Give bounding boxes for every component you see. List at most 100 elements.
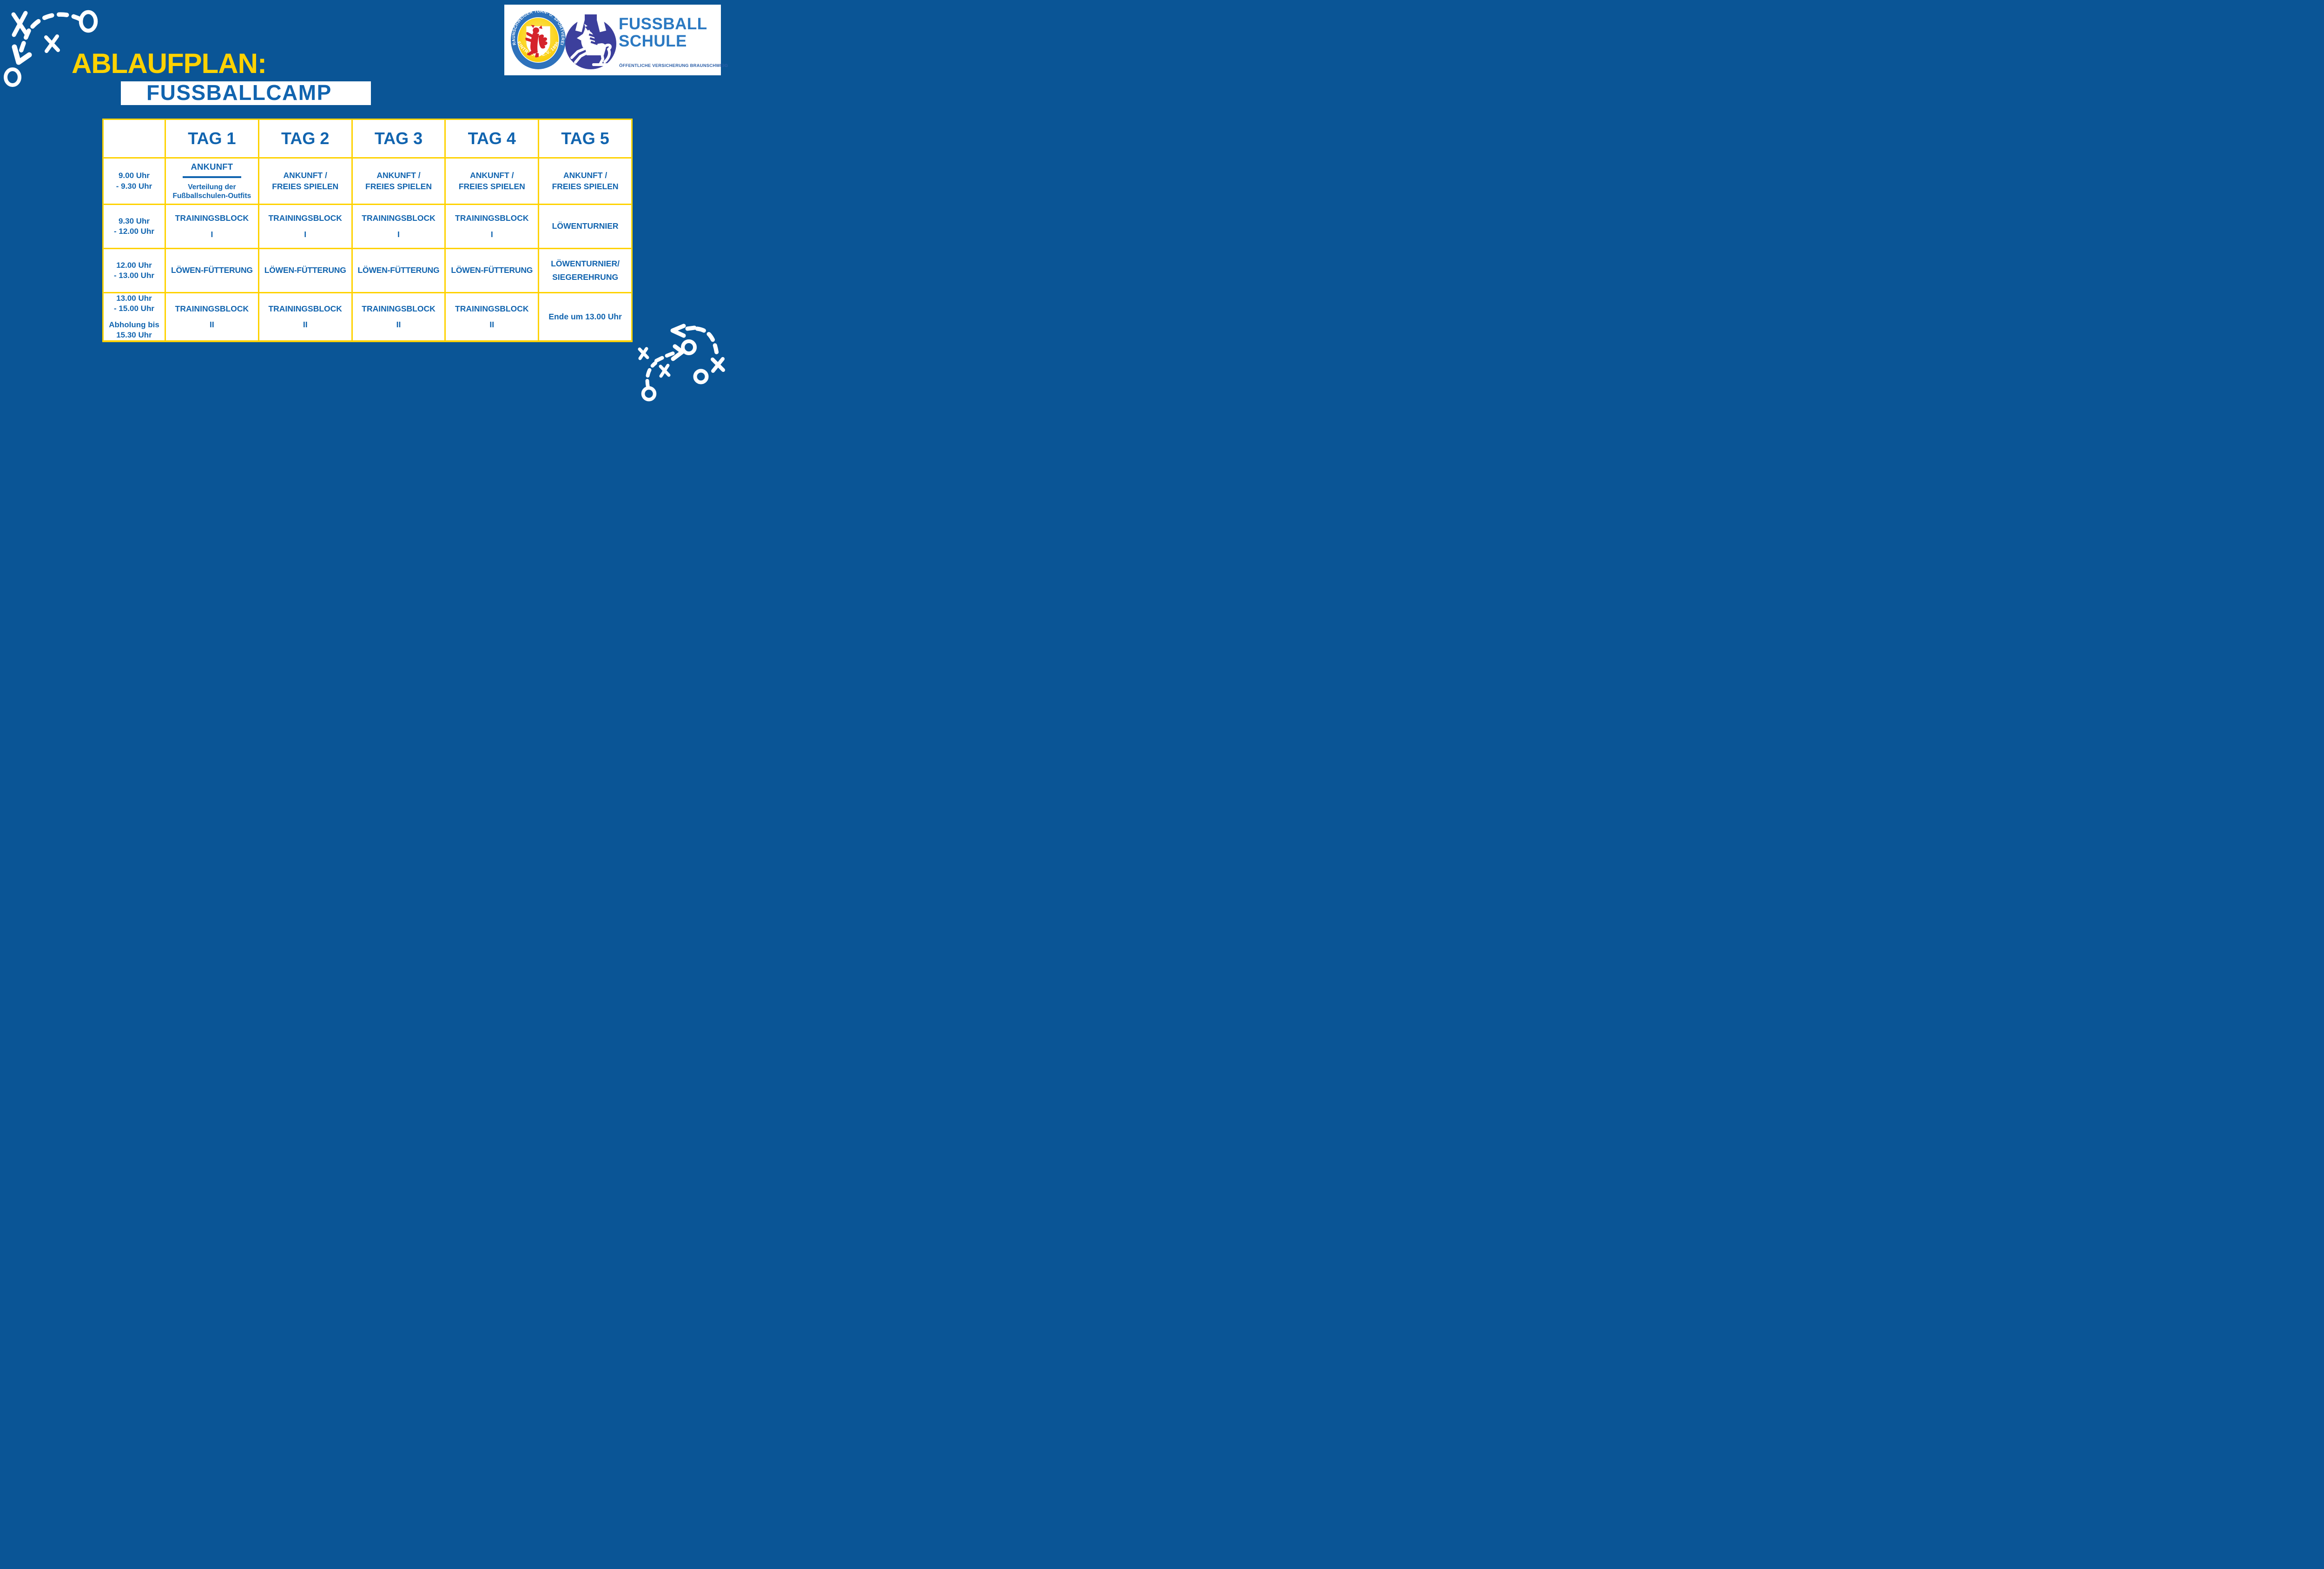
schedule-cell: LÖWENTURNIER/ SIEGEREHRUNG	[539, 249, 631, 292]
time-cell: 9.30 Uhr - 12.00 Uhr	[104, 205, 165, 248]
time-cell: 9.00 Uhr - 9.30 Uhr	[104, 159, 165, 204]
ankunft-divider	[182, 176, 241, 178]
cell-line: Fußballschulen-Outfits	[172, 192, 251, 200]
schedule-cell: LÖWEN-FÜTTERUNG	[166, 249, 258, 292]
doodle-x-icon	[711, 357, 725, 373]
time-cell: 13.00 Uhr - 15.00 Uhr Abholung bis 15.30…	[104, 293, 165, 340]
day-header-tag1: TAG 1	[166, 120, 258, 157]
tactics-doodle-bottom-right	[638, 324, 725, 402]
schedule-cell: ANKUNFT / FREIES SPIELEN	[259, 159, 351, 204]
logo-tagline: ÖFFENTLICHE VERSICHERUNG BRAUNSCHWEIG	[619, 63, 728, 68]
schedule-cell: TRAININGSBLOCK I	[352, 205, 445, 248]
doodle-arrowhead-icon	[670, 324, 686, 338]
cell-line: I	[397, 229, 400, 239]
doodle-o-icon	[4, 67, 21, 87]
time-line: 15.30 Uhr	[116, 330, 152, 339]
steed-badge-icon	[565, 14, 616, 69]
time-line: 13.00 Uhr	[116, 294, 152, 303]
doodle-dashed-curve	[645, 361, 657, 389]
cell-line: Verteilung der	[188, 183, 236, 191]
cell-line: TRAININGSBLOCK	[268, 304, 342, 313]
eintracht-crest-icon: BRAUNSCHWEIGER TURN- U. SPORTVEREIN • EI…	[510, 10, 566, 69]
time-line: - 9.30 Uhr	[116, 181, 152, 191]
cell-line: II	[303, 320, 308, 329]
cell-line: FREIES SPIELEN	[552, 181, 619, 191]
time-line: - 13.00 Uhr	[114, 271, 154, 280]
doodle-dashed-arc	[695, 326, 720, 359]
cell-line: TRAININGSBLOCK	[175, 304, 249, 313]
day-header-tag4: TAG 4	[446, 120, 538, 157]
corner-cell	[104, 120, 165, 157]
schedule-cell: ANKUNFT Verteilung der Fußballschulen-Ou…	[166, 159, 258, 204]
cell-line: LÖWENTURNIER/	[551, 259, 620, 269]
cell-line: TRAININGSBLOCK	[268, 213, 342, 223]
doodle-o-icon	[681, 339, 697, 355]
doodle-dashed-line	[18, 28, 31, 55]
schedule-cell: ANKUNFT / FREIES SPIELEN	[446, 159, 538, 204]
cell-line: II	[489, 320, 495, 329]
doodle-o-icon	[693, 369, 709, 384]
cell-line: ANKUNFT /	[283, 171, 327, 180]
time-line: 9.30 Uhr	[118, 216, 150, 225]
cell-line: TRAININGSBLOCK	[455, 213, 529, 223]
cell-line: FREIES SPIELEN	[272, 181, 339, 191]
day-header-tag3: TAG 3	[352, 120, 445, 157]
cell-line: SIEGEREHRUNG	[552, 272, 619, 282]
doodle-x-icon	[11, 11, 29, 37]
cell-line: I	[490, 229, 493, 239]
cell-line: I	[304, 229, 307, 239]
schedule-cell: TRAININGSBLOCK II	[446, 293, 538, 340]
schedule-cell: ANKUNFT / FREIES SPIELEN	[352, 159, 445, 204]
cell-line: II	[396, 320, 401, 329]
wordmark-line1: FUSSBALL	[619, 15, 707, 33]
doodle-dashed-line	[654, 351, 675, 363]
doodle-arrowhead-icon	[12, 44, 32, 65]
cell-line: TRAININGSBLOCK	[362, 213, 436, 223]
cell-line: Ende um 13.00 Uhr	[548, 311, 622, 321]
time-line: Abholung bis	[109, 320, 159, 329]
doodle-x-icon	[638, 347, 649, 360]
cell-line: ANKUNFT /	[470, 171, 514, 180]
cell-line: LÖWEN-FÜTTERUNG	[451, 265, 533, 275]
schedule-table: TAG 1 TAG 2 TAG 3 TAG 4 TAG 5 9.00 Uhr -…	[102, 119, 633, 342]
schedule-cell: LÖWEN-FÜTTERUNG	[446, 249, 538, 292]
cell-line: FREIES SPIELEN	[365, 181, 432, 191]
schedule-cell: Ende um 13.00 Uhr	[539, 293, 631, 340]
doodle-x-icon	[44, 34, 60, 53]
subtitle-box: FUSSBALLCAMP	[121, 81, 371, 105]
wordmark-line2: SCHULE	[619, 32, 687, 50]
cell-line: TRAININGSBLOCK	[175, 213, 249, 223]
schedule-cell: TRAININGSBLOCK II	[166, 293, 258, 340]
cell-line: LÖWENTURNIER	[552, 221, 619, 231]
cell-line: ANKUNFT	[191, 161, 233, 172]
time-line: 12.00 Uhr	[116, 260, 152, 270]
doodle-dashed-arc	[30, 12, 83, 29]
page-title: ABLAUFPLAN:	[72, 48, 267, 79]
doodle-arrowhead-icon	[671, 344, 685, 361]
doodle-x-icon	[659, 364, 671, 378]
cell-line: I	[211, 229, 213, 239]
schedule-cell: LÖWEN-FÜTTERUNG	[352, 249, 445, 292]
cell-line: FREIES SPIELEN	[458, 181, 525, 191]
doodle-dash	[685, 325, 697, 331]
doodle-o-icon	[641, 386, 657, 402]
cell-line: LÖWEN-FÜTTERUNG	[264, 265, 346, 275]
schedule-cell: TRAININGSBLOCK I	[259, 205, 351, 248]
schedule-cell: TRAININGSBLOCK II	[352, 293, 445, 340]
schedule-cell: LÖWEN-FÜTTERUNG	[259, 249, 351, 292]
time-line: - 15.00 Uhr	[114, 304, 154, 313]
doodle-o-icon	[79, 10, 98, 33]
day-header-tag2: TAG 2	[259, 120, 351, 157]
schedule-cell: TRAININGSBLOCK I	[446, 205, 538, 248]
lion-icon	[525, 25, 548, 58]
saxon-steed-icon	[570, 24, 612, 66]
cell-line: ANKUNFT /	[563, 171, 607, 180]
schedule-cell: TRAININGSBLOCK I	[166, 205, 258, 248]
fussballschule-wordmark: FUSSBALL SCHULE	[619, 15, 707, 50]
cell-line: II	[210, 320, 214, 329]
time-cell: 12.00 Uhr - 13.00 Uhr	[104, 249, 165, 292]
schedule-cell: LÖWENTURNIER	[539, 205, 631, 248]
schedule-cell: ANKUNFT / FREIES SPIELEN	[539, 159, 631, 204]
time-line: - 12.00 Uhr	[114, 227, 154, 236]
tactics-doodle-top-left	[4, 10, 98, 87]
